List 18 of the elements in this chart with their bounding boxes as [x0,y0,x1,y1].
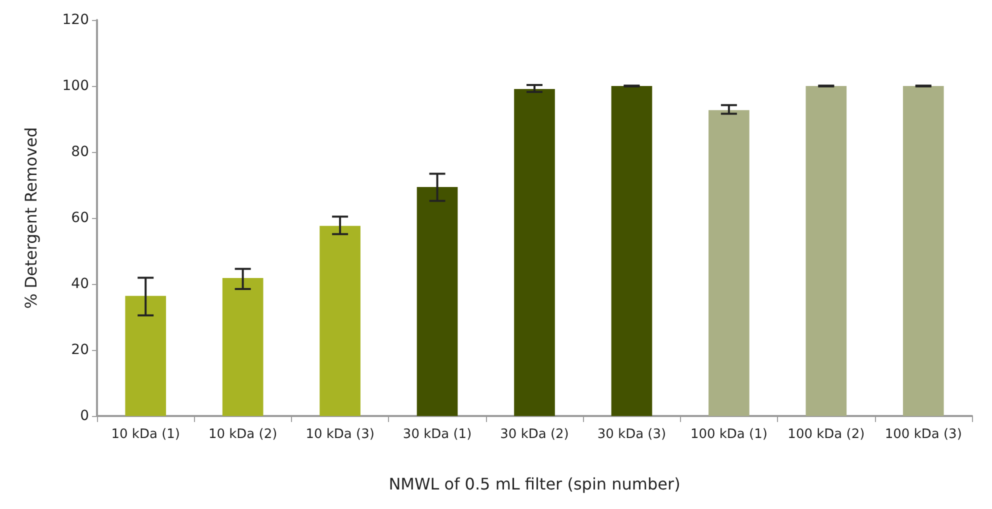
y-tick-label: 60 [71,210,89,226]
x-tick-label: 30 kDa (3) [597,427,666,442]
x-axis-title: NMWL of 0.5 mL filter (spin number) [388,474,680,494]
x-tick-label: 10 kDa (3) [306,427,374,442]
x-tick-label: 10 kDa (2) [208,427,278,442]
x-tick-label: 10 kDa (1) [111,427,180,442]
y-tick-label: 100 [62,78,89,94]
x-tick-label: 30 kDa (1) [402,427,472,442]
y-tick-label: 0 [80,408,89,424]
y-tick-label: 40 [71,276,89,292]
y-tick-label: 120 [62,12,89,28]
x-tick-label: 100 kDa (1) [690,427,768,442]
x-tick-label: 100 kDa (3) [884,427,962,442]
x-tick-label: 30 kDa (2) [500,427,569,442]
y-tick-label: 80 [71,144,89,160]
y-axis-title: % Detergent Removed [22,127,40,309]
y-tick-label: 20 [71,342,89,358]
x-tick-label: 100 kDa (2) [788,427,865,442]
